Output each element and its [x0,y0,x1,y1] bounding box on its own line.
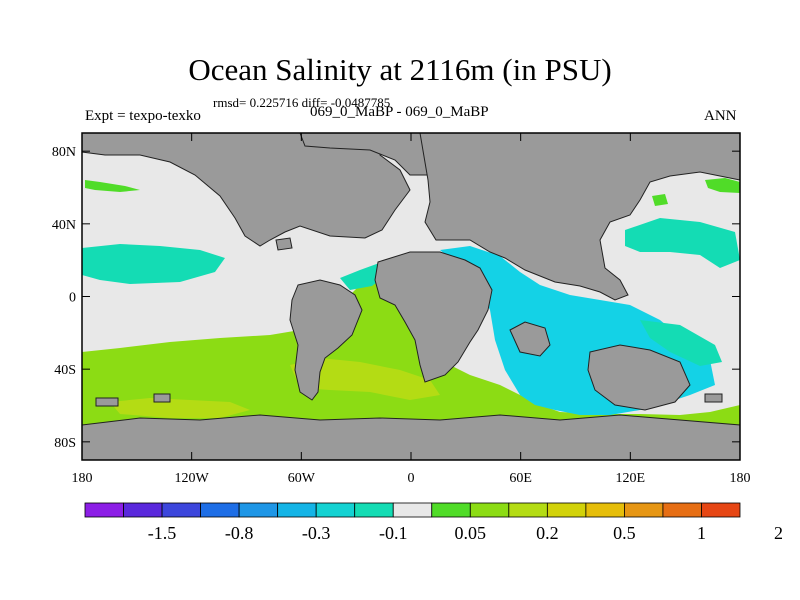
colorbar-swatch [315,502,356,518]
x-tick-label: 60E [509,471,532,486]
north-pacific-green-patch [652,194,668,206]
colorbar-swatch [469,502,510,518]
west-pacific-teal-region [640,320,722,366]
colorbar-label: 0.05 [455,523,487,543]
map-panel [81,132,741,461]
land-masses [81,132,741,461]
colorbar-swatch [238,502,279,518]
southern-ocean-green-band [82,262,740,432]
north-america-land [81,132,411,247]
colorbar-swatch [200,502,240,518]
yellow-green-patch [290,358,440,400]
rmsd-diff-stats: rmsd= 0.225716 diff= -0.0487785 [213,95,391,110]
colorbar-swatch [354,502,394,518]
south-america-land [289,279,363,401]
pacific-teal-band [82,244,225,284]
x-axis: 180 120W 60W 0 60E 120E 180 [72,133,751,486]
y-tick-label: 80S [54,436,76,451]
case-comparison-label: 069_0_MaBP - 069_0_MaBP [310,104,489,120]
y-tick-label: 80N [52,145,76,160]
colorbar-swatch [701,502,741,518]
y-axis: 80N 40N 0 40S 80S [52,145,740,451]
colorbar: -1.5 -0.8 -0.3 -0.1 0.05 0.2 0.5 1 2 [84,502,783,543]
colorbar-label: 0.5 [613,523,636,543]
north-pacific-green-patch [85,180,140,192]
x-tick-label: 180 [730,471,751,486]
yellow-green-patch [110,398,250,418]
x-tick-label: 120W [175,471,210,486]
y-tick-label: 40N [52,218,76,233]
colorbar-swatch [84,502,124,518]
x-tick-label: 180 [72,471,93,486]
colorbar-label: -1.5 [148,523,177,543]
colorbar-label: -0.1 [379,523,408,543]
colorbar-swatch [624,502,664,518]
pacific-island-land [95,237,723,407]
y-tick-label: 0 [69,291,76,306]
colorbar-swatch [585,502,625,518]
colorbar-swatch [277,502,317,518]
eurasia-land [419,132,741,301]
colorbar-swatch [123,502,163,518]
colorbar-label: 2 [774,523,783,543]
north-pacific-green-patch [705,178,740,193]
plot-title: Ocean Salinity at 2116m (in PSU) [188,52,612,87]
india-asia-land [509,321,551,357]
y-tick-label: 40S [54,363,76,378]
colorbar-label: -0.8 [225,523,254,543]
colorbar-swatch [392,502,433,518]
colorbar-label: -0.3 [302,523,331,543]
colorbar-swatch [546,502,587,518]
colorbar-swatch [662,502,702,518]
colorbar-swatch [431,502,471,518]
x-tick-label: 120E [616,471,646,486]
colorbar-label: 0.2 [536,523,559,543]
x-tick-label: 60W [288,471,316,486]
colorbar-swatch [161,502,201,518]
experiment-label: Expt = texpo-texko [85,108,201,124]
australia-land [587,344,691,411]
africa-land [374,251,493,383]
colorbar-swatch [508,502,548,518]
x-tick-label: 0 [408,471,415,486]
season-label: ANN [704,108,737,124]
west-pacific-teal-region [625,218,740,268]
colorbar-label: 1 [697,523,706,543]
